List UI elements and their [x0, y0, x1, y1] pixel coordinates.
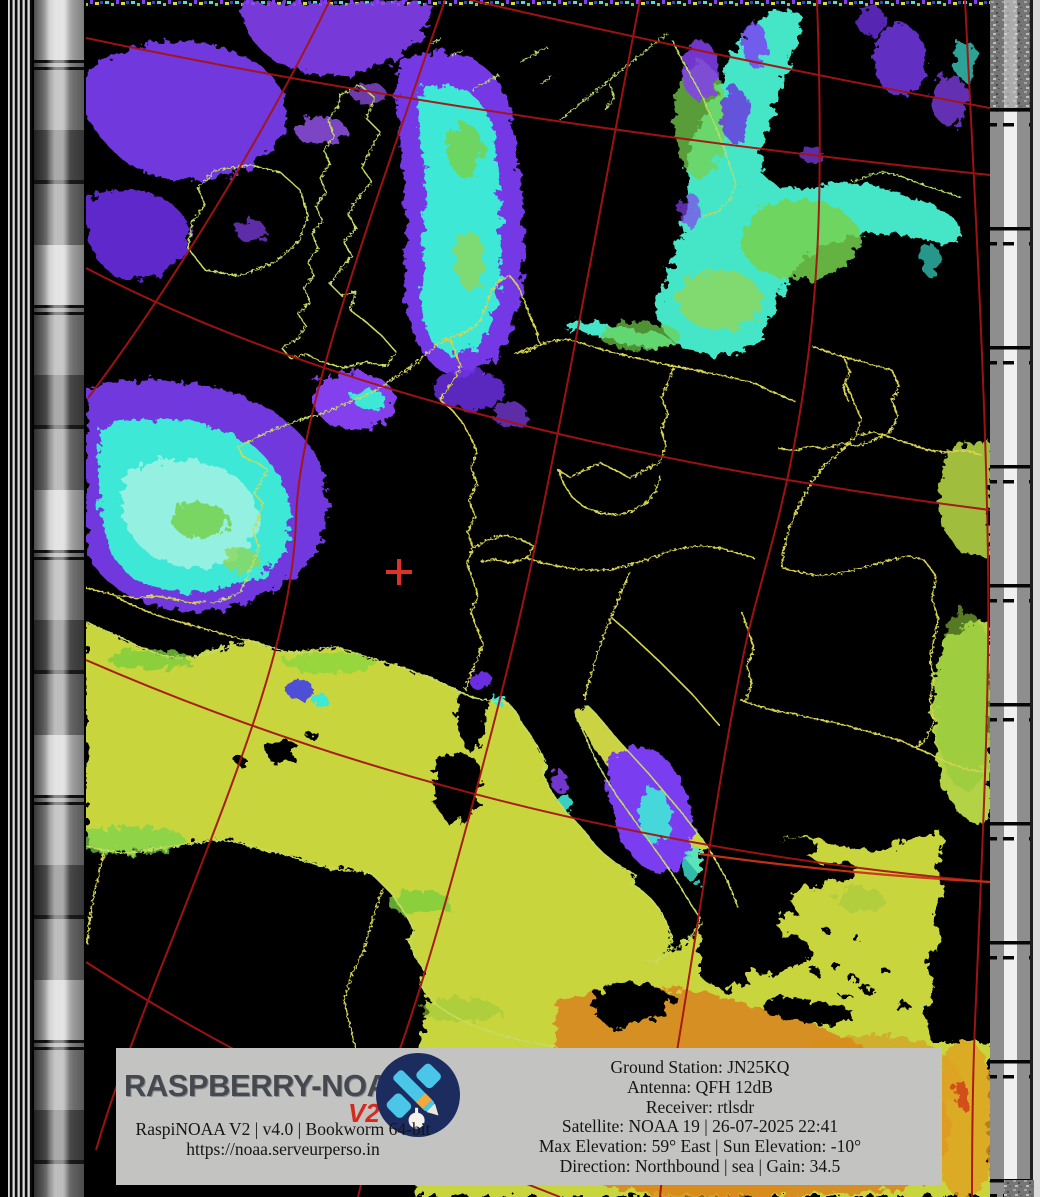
sea-black-sea — [932, 440, 990, 830]
sync-a-bar — [8, 0, 32, 1197]
coast-mediterranean-north — [86, 621, 672, 963]
pass-details: Ground Station: JN25KQ Antenna: QFH 12dB… — [464, 1057, 936, 1177]
coastlines — [86, 84, 739, 1048]
logo-wordmark: RASPBERRY-NOAA — [124, 1068, 411, 1103]
coast-ireland — [187, 164, 309, 277]
coast-france-west — [209, 377, 395, 604]
island-sicily — [594, 982, 676, 1028]
telemetry-wedge-column-left — [34, 0, 84, 1197]
telemetry-column-right — [990, 0, 1040, 1197]
ground-station-line: Ground Station: JN25KQ — [610, 1057, 790, 1077]
land-greece — [700, 837, 858, 991]
country-borders — [86, 275, 985, 1051]
station-software-info: RaspiNOAA V2 | v4.0 | Bookworm 64-bit ht… — [118, 1119, 448, 1159]
coastlines-north — [429, 32, 963, 218]
ground-station-marker — [386, 559, 412, 585]
island-menorca — [306, 732, 320, 740]
direction-line: Direction: Northbound | sea | Gain: 34.5 — [559, 1155, 841, 1176]
satellite-logo-icon — [376, 1053, 460, 1137]
noaa-footer-panel: RASPBERRY-NOAA V2 RaspiNOAA V2 | v4.0 | … — [116, 1048, 942, 1185]
island-mallorca — [264, 737, 299, 762]
island-crete — [760, 997, 856, 1025]
satellite-line: Satellite: NOAA 19 | 26-07-2025 22:41 — [561, 1116, 839, 1137]
island-corsica — [456, 688, 487, 751]
software-version-text: RaspiNOAA V2 | v4.0 | Bookworm 64-bit — [135, 1119, 431, 1139]
cloud-cover — [86, 2, 977, 907]
elevation-line: Max Elevation: 59° East | Sun Elevation:… — [538, 1136, 862, 1157]
station-url-text: https://noaa.serveurperso.in — [186, 1138, 380, 1159]
receiver-line: Receiver: rtlsdr — [645, 1096, 755, 1117]
raspberry-noaa-logo: RASPBERRY-NOAA V2 — [124, 1053, 460, 1158]
antenna-line: Antenna: QFH 12dB — [627, 1076, 773, 1097]
logo-version-badge: V2 — [348, 1098, 380, 1128]
graticule-grid — [86, 0, 990, 1197]
coast-adriatic — [576, 705, 739, 957]
coast-great-britain — [281, 84, 397, 369]
coast-africa — [86, 839, 558, 1048]
scanline-noise-strip — [86, 0, 990, 7]
